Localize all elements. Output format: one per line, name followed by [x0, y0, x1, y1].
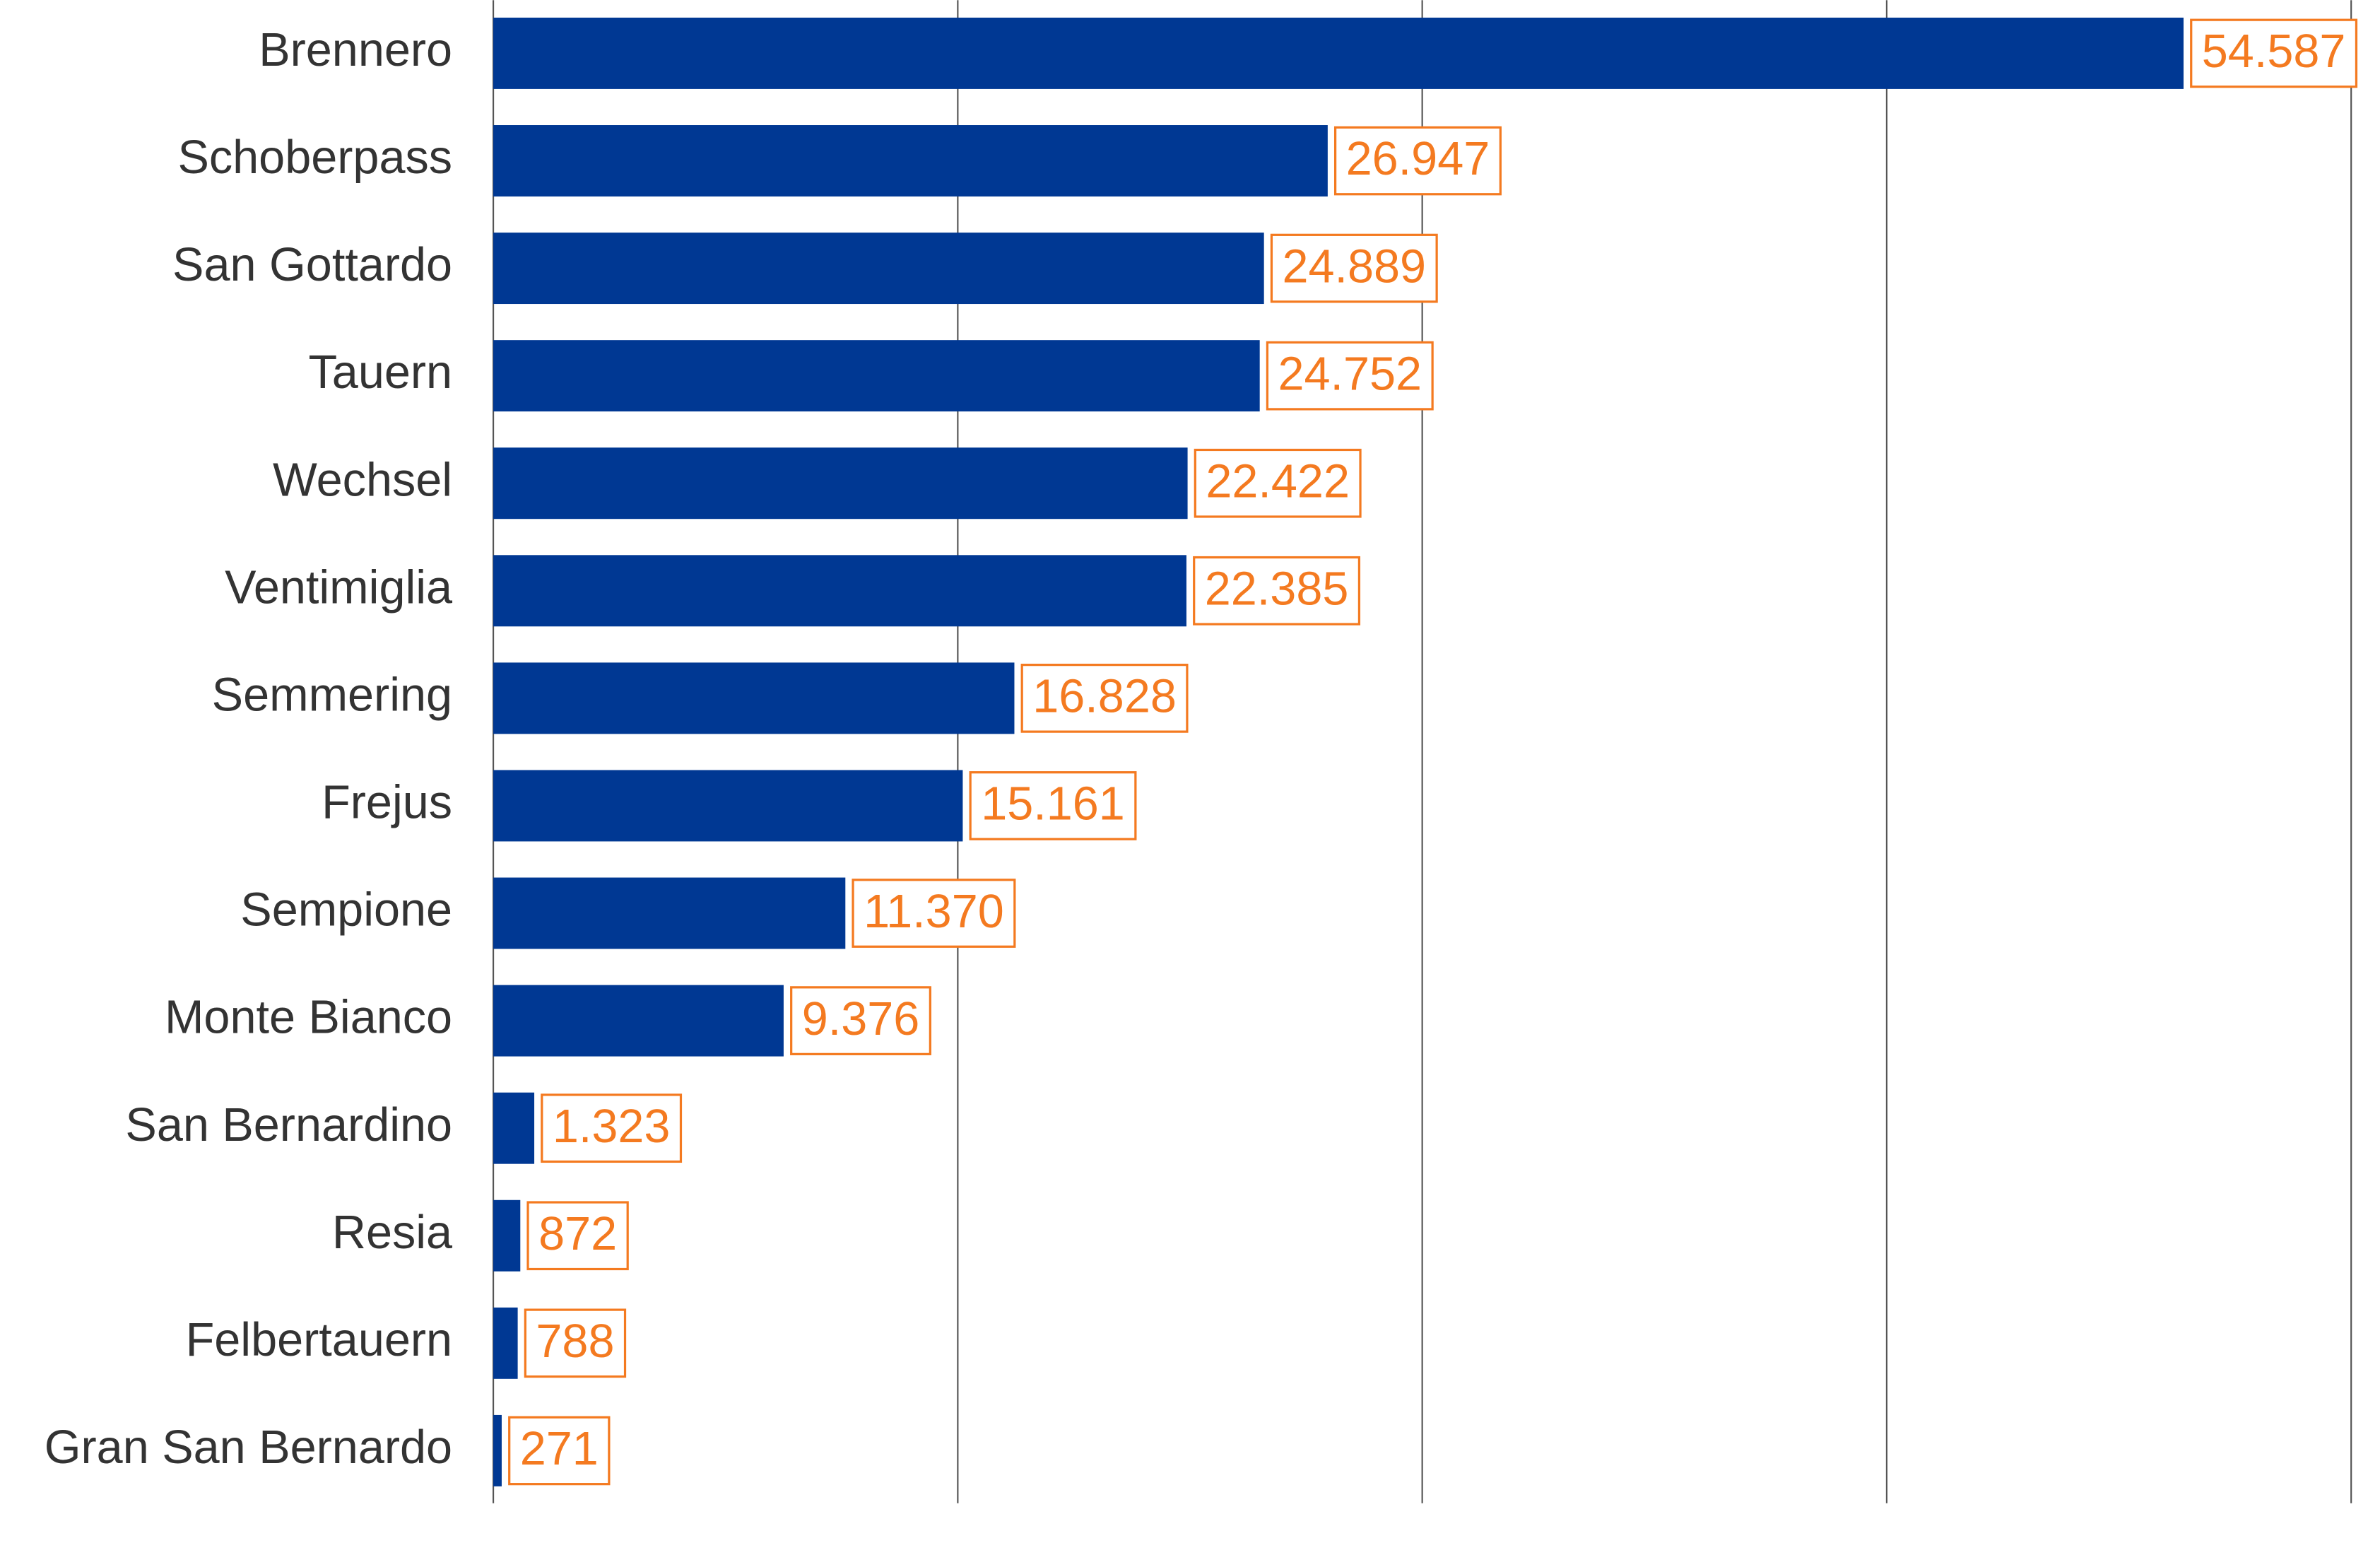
value-label-box — [1020, 664, 1189, 733]
category-label: Tauern — [309, 346, 453, 399]
value-label: 22.385 — [1205, 563, 1349, 616]
bar — [493, 447, 1188, 520]
value-label-box — [508, 1416, 611, 1486]
value-label: 24.889 — [1282, 240, 1426, 293]
value-label-box — [852, 879, 1016, 948]
value-label: 271 — [520, 1423, 599, 1475]
value-label-box — [1333, 126, 1502, 196]
category-label: Schoberpass — [177, 131, 452, 184]
category-label: Resia — [332, 1207, 453, 1259]
bar — [493, 770, 963, 842]
value-label-box — [541, 1093, 683, 1163]
value-label: 16.828 — [1032, 671, 1177, 723]
value-label: 1.323 — [553, 1101, 671, 1153]
value-label: 54.587 — [2202, 25, 2346, 78]
value-label-box — [790, 986, 931, 1055]
category-label: Sempione — [240, 884, 452, 937]
value-label: 11.370 — [864, 886, 1004, 938]
category-label: San Gottardo — [172, 239, 452, 291]
value-label-box — [1266, 341, 1434, 411]
bar — [493, 555, 1186, 627]
value-label: 22.422 — [1206, 455, 1350, 507]
value-label: 9.376 — [802, 993, 920, 1045]
bar — [493, 877, 846, 949]
category-label: Brennero — [259, 24, 452, 76]
bar — [493, 985, 784, 1057]
category-label: Felbertauern — [186, 1314, 453, 1366]
bar — [493, 1307, 518, 1379]
category-label: Semmering — [212, 669, 452, 721]
bar — [493, 1414, 502, 1486]
value-label-box — [969, 771, 1137, 840]
bar — [493, 233, 1264, 305]
category-label: San Bernardino — [125, 1099, 452, 1151]
value-label-box — [526, 1201, 629, 1271]
category-label: Frejus — [322, 777, 452, 829]
value-label-box — [1194, 448, 1362, 518]
bar — [493, 340, 1260, 412]
bar — [493, 1199, 521, 1272]
value-label-box — [524, 1308, 627, 1378]
category-label: Ventimiglia — [225, 561, 453, 614]
category-label: Gran San Bernardo — [45, 1421, 452, 1474]
value-label-box — [1270, 233, 1438, 303]
bar — [493, 1092, 535, 1164]
category-label: Monte Bianco — [165, 992, 452, 1044]
value-label: 15.161 — [981, 778, 1125, 831]
value-label: 24.752 — [1278, 348, 1422, 400]
value-label: 872 — [538, 1208, 617, 1260]
value-label: 788 — [536, 1315, 614, 1368]
bar — [493, 662, 1015, 734]
value-label-box — [1193, 556, 1361, 626]
bar — [493, 125, 1328, 196]
value-label: 26.947 — [1346, 133, 1490, 185]
bar — [493, 17, 2184, 89]
value-label-box — [2190, 18, 2358, 88]
category-label: Wechsel — [273, 454, 452, 506]
